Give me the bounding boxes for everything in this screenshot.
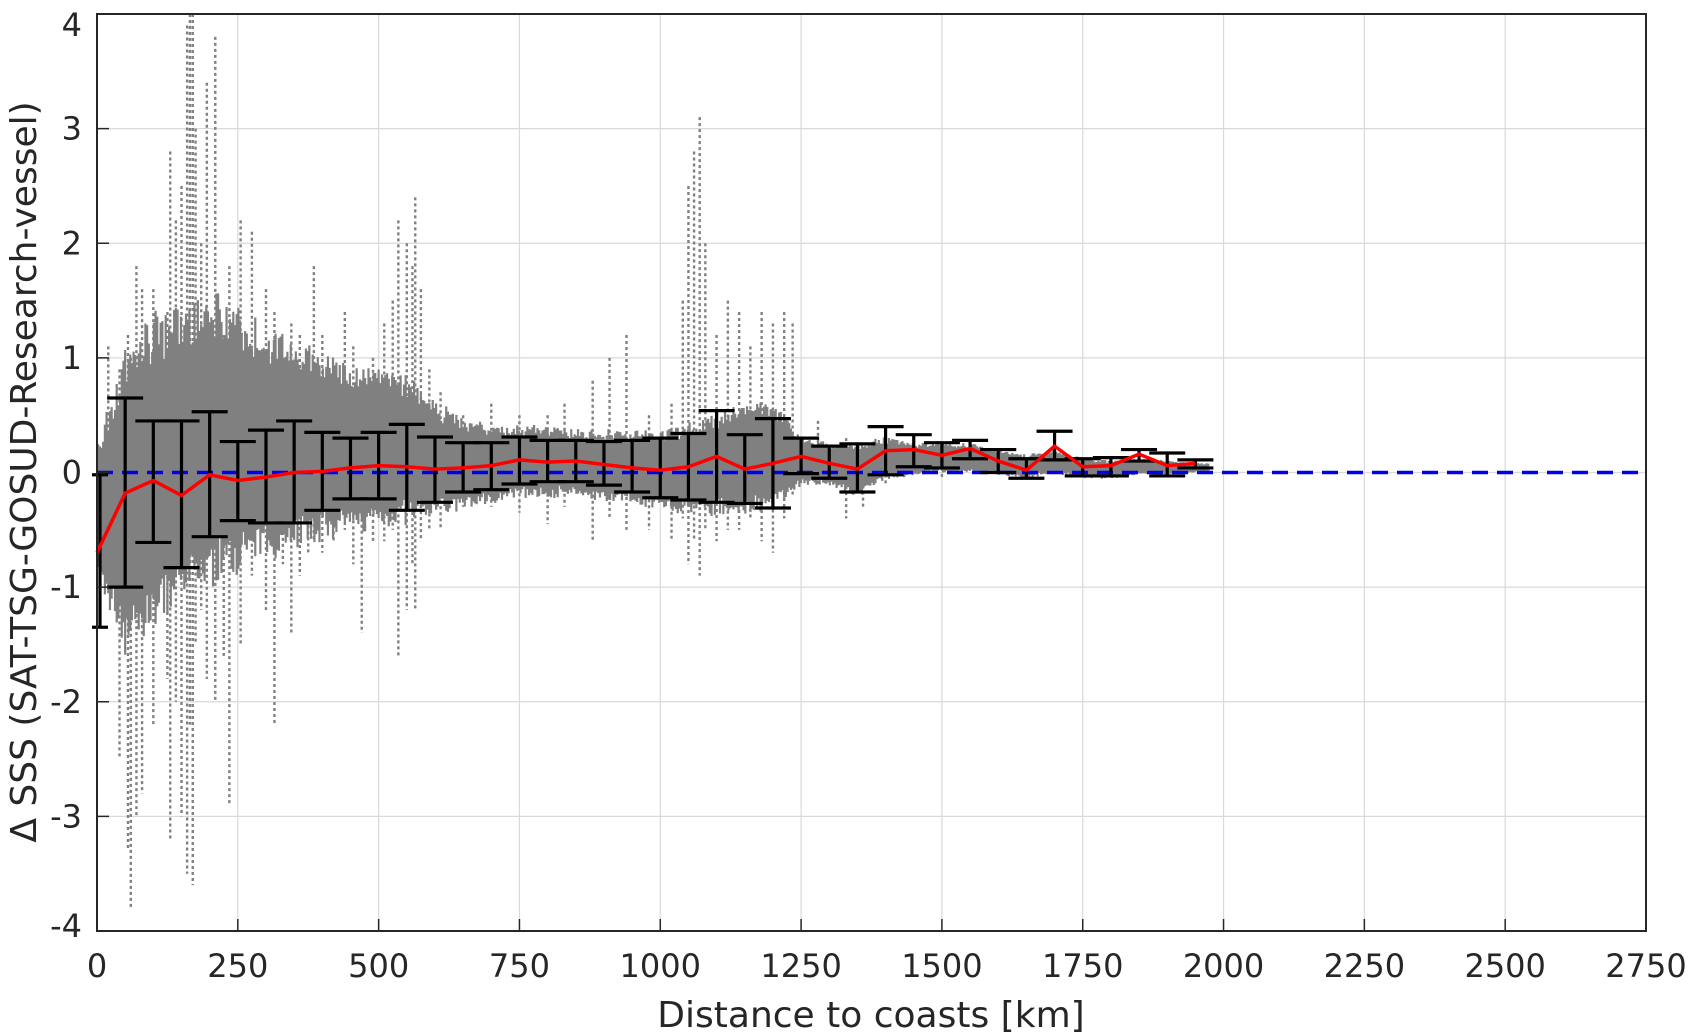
x-tick-label: 1500 <box>901 947 982 985</box>
x-tick-label: 500 <box>348 947 409 985</box>
y-tick-label: 2 <box>62 224 82 262</box>
y-tick-label: -3 <box>50 797 82 835</box>
x-tick-label: 1000 <box>620 947 701 985</box>
mean-line <box>95 444 1196 554</box>
mean-series-line <box>95 444 1196 554</box>
y-tick-label: 3 <box>62 110 82 148</box>
x-tick-label: 2500 <box>1464 947 1545 985</box>
x-tick-label: 250 <box>207 947 268 985</box>
y-tick-label: 4 <box>62 6 82 44</box>
x-tick-label: 1750 <box>1042 947 1123 985</box>
x-tick-label: 750 <box>489 947 550 985</box>
y-tick-label: 0 <box>62 454 82 492</box>
y-tick-label: -2 <box>50 683 82 721</box>
y-tick-labels: 4 3 2 1 0 -1 -2 -3 -4 <box>50 6 109 945</box>
x-tick-label: 1250 <box>760 947 841 985</box>
y-tick-label: 1 <box>62 339 82 377</box>
y-tick-label: -1 <box>50 568 82 606</box>
x-tick-labels: 0 250 500 750 1000 1250 1500 1750 2000 2250 2500 27… <box>87 919 1687 985</box>
x-axis-title: Distance to coasts [km] <box>657 995 1084 1035</box>
error-bar <box>92 473 108 629</box>
x-tick-label: 2250 <box>1324 947 1405 985</box>
x-tick-label: 2000 <box>1183 947 1264 985</box>
y-axis-title: Δ SSS (SAT-TSG-GOSUD-Research-vessel) <box>4 101 45 842</box>
error-bar <box>642 436 679 500</box>
x-tick-label: 0 <box>87 947 107 985</box>
y-tick-label: -4 <box>50 907 82 945</box>
x-tick-label: 2750 <box>1605 947 1686 985</box>
